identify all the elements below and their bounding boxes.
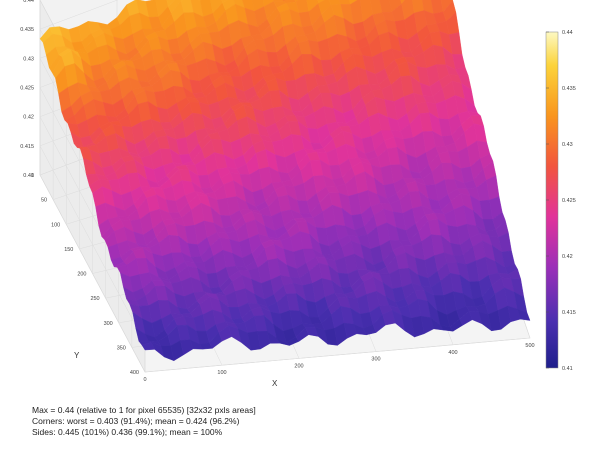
z-tick-label: 0.42	[23, 115, 34, 121]
colorbar-tick-label: 0.44	[562, 30, 573, 36]
y-tick-label: 150	[64, 247, 73, 253]
surface-plot: 0.41 0.415 0.42 0.425 0.43 0.435 0.44 0 50 100 150…	[20, 0, 576, 388]
colorbar-tick-label: 0.43	[562, 142, 573, 148]
z-tick-label: 0.415	[20, 144, 34, 150]
x-axis-label: X	[272, 379, 278, 388]
z-tick-label: 0.435	[20, 27, 34, 33]
y-tick-label: 100	[51, 222, 60, 228]
y-tick-label: 250	[90, 296, 99, 302]
colorbar-tick-label: 0.425	[562, 198, 576, 204]
surface-patch	[294, 0, 299, 3]
y-tick-label: 200	[77, 272, 86, 278]
stats-line-sides: Sides: 0.445 (101%) 0.436 (99.1%); mean …	[32, 427, 223, 437]
colorbar-tick-label: 0.435	[562, 86, 576, 92]
stats-line-max: Max = 0.44 (relative to 1 for pixel 6553…	[32, 405, 256, 415]
z-tick-label: 0.43	[23, 56, 34, 62]
colorbar-ticks: 0.44 0.435 0.43 0.425 0.42 0.415 0.41	[546, 30, 576, 372]
x-tick-label: 300	[371, 357, 380, 363]
colorbar-tick-label: 0.42	[562, 254, 573, 260]
x-tick-label: 400	[448, 350, 457, 356]
y-tick-label: 50	[41, 198, 47, 204]
z-tick-label: 0.41	[23, 173, 34, 179]
y-tick-label: 400	[130, 370, 139, 376]
colorbar-tick-label: 0.41	[562, 366, 573, 372]
surface	[39, 0, 531, 362]
x-tick-label: 500	[525, 343, 534, 349]
surface-patch	[516, 308, 531, 321]
x-tick-label: 200	[294, 363, 303, 369]
colorbar-tick-label: 0.415	[562, 310, 576, 316]
tick-labels: 0.41 0.415 0.42 0.425 0.43 0.435 0.44 0 50 100 150…	[20, 0, 534, 383]
y-tick-label: 300	[104, 321, 113, 327]
stats-line-corners: Corners: worst = 0.403 (91.4%); mean = 0…	[32, 416, 240, 426]
z-tick-label: 0.44	[23, 0, 34, 4]
y-tick-label: 0	[31, 173, 34, 179]
surface-patch	[166, 0, 175, 8]
y-axis-label: Y	[74, 351, 80, 360]
y-tick-label: 350	[117, 345, 126, 351]
x-tick-label: 0	[143, 377, 146, 383]
x-tick-label: 100	[217, 370, 226, 376]
z-tick-label: 0.425	[20, 86, 34, 92]
stats-block: Max = 0.44 (relative to 1 for pixel 6553…	[32, 405, 256, 438]
